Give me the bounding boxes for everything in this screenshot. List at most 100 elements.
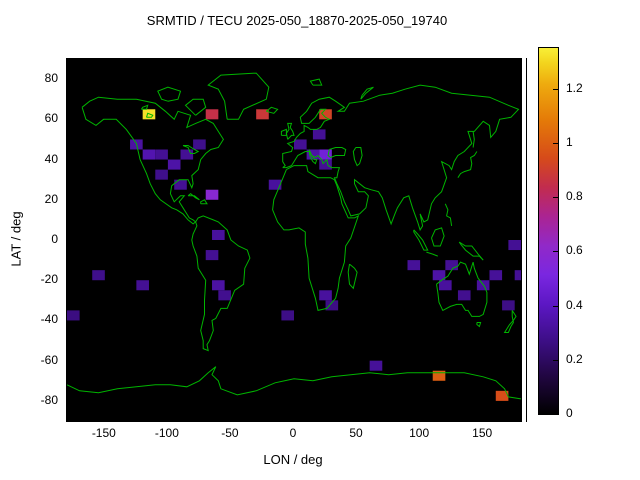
coastline	[157, 86, 182, 102]
x-tick-label: -100	[154, 426, 179, 440]
coastline	[472, 131, 475, 148]
y-tick-label: 0	[51, 232, 58, 246]
coastline	[280, 128, 287, 136]
colorbar-tick-label: 1.2	[566, 80, 583, 95]
coastline	[146, 112, 154, 118]
tec-cell	[502, 300, 515, 311]
colorbar-separator-line	[526, 58, 527, 422]
tec-cell	[319, 159, 332, 170]
tec-cell	[67, 310, 80, 321]
coastline	[457, 151, 478, 178]
tec-cell	[489, 270, 503, 281]
tec-cell	[256, 109, 269, 120]
tec-cell	[445, 260, 458, 271]
coastline	[309, 78, 323, 86]
x-axis-label: LON / deg	[263, 452, 323, 467]
map-plot-area	[66, 58, 522, 422]
coastline	[191, 215, 251, 352]
coastline	[360, 86, 374, 100]
coastline	[182, 145, 200, 154]
tec-cell	[167, 159, 181, 170]
coastline	[347, 263, 358, 290]
coastline	[272, 165, 360, 311]
tec-cell	[312, 129, 326, 140]
coastline	[282, 84, 520, 232]
tec-cell	[92, 270, 105, 281]
coastline	[184, 98, 207, 116]
tec-cell	[212, 229, 225, 240]
tec-cell	[155, 169, 168, 180]
coastline	[200, 199, 208, 205]
world-heatmap	[67, 72, 521, 401]
coastline	[207, 72, 270, 120]
coastline	[265, 106, 279, 114]
tec-cell	[212, 280, 225, 291]
y-tick-label: -40	[40, 312, 58, 327]
y-tick-label: -60	[40, 352, 58, 367]
y-tick-label: 20	[44, 191, 58, 206]
colorbar-gradient	[538, 47, 559, 415]
x-tick-label: -150	[91, 426, 116, 440]
colorbar-tick-label: 0.2	[566, 351, 583, 366]
colorbar-tick-label: 1	[566, 134, 573, 149]
coastline	[413, 229, 429, 251]
x-tick-label: -50	[221, 426, 239, 440]
colorbar-tick-label: 0.8	[566, 189, 583, 204]
coastline	[426, 251, 438, 257]
coastline	[431, 227, 445, 247]
tec-cell	[457, 290, 471, 301]
coastline	[187, 193, 200, 201]
coastline	[352, 147, 363, 167]
colorbar-tick-mark	[553, 305, 558, 307]
coastline	[308, 149, 318, 165]
tec-cell	[407, 260, 421, 271]
coastline	[67, 366, 521, 400]
coastline	[476, 322, 482, 328]
tec-cell	[268, 179, 282, 190]
chart-title: SRMTID / TECU 2025-050_18870-2025-050_19…	[146, 13, 448, 28]
tec-cell	[193, 139, 206, 150]
coastline	[503, 310, 517, 333]
tec-cell	[514, 270, 521, 281]
coastline	[285, 122, 295, 140]
colorbar-tick-mark	[553, 413, 558, 414]
tec-cell	[174, 179, 187, 190]
x-tick-label: 150	[472, 426, 493, 440]
tec-cell	[319, 109, 332, 120]
coastline	[140, 104, 149, 110]
colorbar-tick-label: 0.4	[566, 297, 583, 312]
coastline	[444, 203, 453, 226]
x-tick-label: 50	[349, 426, 363, 440]
tec-cell	[319, 149, 332, 160]
y-tick-label: 80	[44, 71, 58, 86]
y-tick-label: -80	[40, 392, 58, 407]
colorbar-tick-mark	[553, 197, 558, 199]
tec-cell	[369, 360, 383, 371]
colorbar-tick-mark	[553, 88, 558, 90]
coastline	[436, 261, 488, 317]
coastline	[458, 241, 484, 261]
tec-cell	[281, 310, 294, 321]
y-tick-label: 60	[44, 111, 58, 126]
tec-cell	[508, 240, 521, 251]
x-tick-label: 0	[289, 426, 297, 440]
tec-cell	[218, 290, 231, 301]
tec-cell	[205, 189, 219, 200]
tec-cell	[205, 250, 219, 261]
tec-cell	[205, 109, 219, 120]
tec-cell	[319, 290, 332, 301]
tec-cell	[142, 149, 156, 160]
y-tick-label: -20	[40, 272, 58, 287]
tec-cell	[495, 390, 509, 401]
y-tick-label: 40	[44, 151, 58, 166]
tec-cell	[432, 370, 446, 381]
tec-cell	[325, 300, 339, 311]
tec-cell	[155, 149, 168, 160]
colorbar-tick-mark	[553, 251, 558, 253]
colorbar-tick-mark	[553, 142, 558, 144]
x-tick-label: 100	[409, 426, 430, 440]
tec-cell	[439, 280, 452, 291]
coastline	[327, 147, 347, 159]
colorbar-tick-mark	[553, 359, 558, 361]
